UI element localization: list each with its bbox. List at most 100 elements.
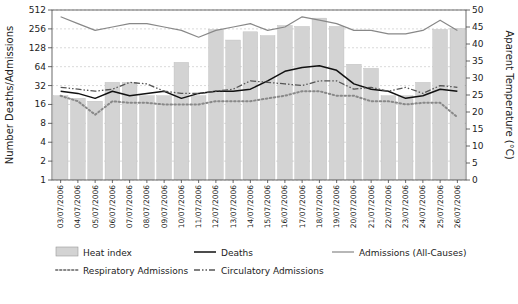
y2-tick-label: 45 bbox=[472, 22, 483, 32]
bar bbox=[209, 30, 224, 180]
x-tick bbox=[319, 180, 320, 183]
x-tick-label: 11/07/2006 bbox=[194, 185, 203, 228]
x-tick bbox=[302, 180, 303, 183]
line-series bbox=[61, 17, 458, 37]
y2-tick-label: 35 bbox=[472, 56, 483, 66]
x-tick-label: 24/07/2006 bbox=[418, 185, 427, 228]
x-tick-label: 26/07/2006 bbox=[453, 185, 462, 228]
x-tick bbox=[233, 180, 234, 183]
y2-tick bbox=[466, 163, 470, 164]
x-tick bbox=[250, 180, 251, 183]
x-tick bbox=[215, 180, 216, 183]
bar bbox=[278, 25, 293, 180]
x-tick bbox=[267, 180, 268, 183]
y-tick-label: 64 bbox=[35, 62, 47, 72]
bar bbox=[347, 64, 362, 180]
x-tick-label: 12/07/2006 bbox=[211, 185, 220, 228]
x-tick bbox=[388, 180, 389, 183]
y2-tick bbox=[466, 10, 470, 11]
plot-marks bbox=[53, 17, 464, 180]
x-tick-label: 22/07/2006 bbox=[384, 185, 393, 228]
legend-label: Admissions (All-Causes) bbox=[359, 248, 466, 258]
x-tick-label: 20/07/2006 bbox=[349, 185, 358, 228]
bar bbox=[71, 98, 86, 180]
bar bbox=[312, 18, 327, 180]
x-tick-label: 09/07/2006 bbox=[160, 185, 169, 228]
line-series bbox=[61, 66, 458, 99]
y-tick bbox=[48, 47, 52, 48]
x-tick-label: 16/07/2006 bbox=[280, 185, 289, 228]
x-tick bbox=[422, 180, 423, 183]
y-tick-label: 128 bbox=[29, 43, 46, 53]
legend-label: Deaths bbox=[221, 248, 253, 258]
x-tick bbox=[457, 180, 458, 183]
y2-tick bbox=[466, 61, 470, 62]
y-tick-label: 512 bbox=[29, 5, 46, 15]
y-tick bbox=[48, 85, 52, 86]
y2-tick bbox=[466, 112, 470, 113]
line-series bbox=[61, 91, 458, 117]
y-tick-label: 16 bbox=[35, 99, 47, 109]
bar bbox=[105, 82, 120, 180]
legend-label: Heat index bbox=[83, 248, 133, 258]
y-tick bbox=[48, 10, 52, 11]
y-tick bbox=[48, 66, 52, 67]
x-tick-label: 13/07/2006 bbox=[229, 185, 238, 228]
y-tick-label: 2 bbox=[40, 156, 46, 166]
bar bbox=[174, 62, 189, 180]
bar bbox=[122, 82, 137, 180]
x-tick-label: 04/07/2006 bbox=[73, 185, 82, 228]
bar bbox=[398, 96, 413, 180]
x-tick bbox=[198, 180, 199, 183]
x-tick bbox=[164, 180, 165, 183]
legend-swatch bbox=[332, 251, 354, 252]
bar bbox=[243, 32, 258, 180]
chart: 1248163264128256512051015202530354045500… bbox=[0, 0, 518, 304]
x-tick bbox=[371, 180, 372, 183]
x-tick bbox=[112, 180, 113, 183]
y-tick bbox=[48, 180, 52, 181]
grid-line bbox=[52, 47, 466, 48]
legend-swatch bbox=[194, 251, 216, 253]
grid-line bbox=[52, 66, 466, 67]
y2-tick bbox=[466, 44, 470, 45]
x-tick bbox=[129, 180, 130, 183]
bar bbox=[381, 96, 396, 180]
x-tick bbox=[336, 180, 337, 183]
legend-swatch bbox=[56, 269, 78, 271]
plot-frame bbox=[52, 10, 466, 180]
y2-tick-label: 40 bbox=[472, 39, 484, 49]
x-tick-label: 25/07/2006 bbox=[436, 185, 445, 228]
bar bbox=[295, 26, 310, 180]
x-tick-label: 03/07/2006 bbox=[56, 185, 65, 228]
legend-item: Deaths bbox=[194, 248, 253, 258]
y2-tick bbox=[466, 146, 470, 147]
bar bbox=[450, 28, 465, 180]
bar bbox=[260, 36, 275, 180]
x-tick bbox=[95, 180, 96, 183]
y2-tick-label: 0 bbox=[472, 175, 478, 185]
line-series bbox=[61, 81, 458, 94]
y-tick-label: 8 bbox=[40, 118, 46, 128]
x-tick-label: 07/07/2006 bbox=[125, 185, 134, 228]
y2-tick-label: 50 bbox=[472, 5, 484, 15]
legend-item: Heat index bbox=[56, 247, 133, 258]
y-tick bbox=[48, 123, 52, 124]
bar bbox=[433, 30, 448, 180]
y2-tick-label: 5 bbox=[472, 158, 478, 168]
legend-item: Admissions (All-Causes) bbox=[332, 248, 466, 258]
x-tick bbox=[353, 180, 354, 183]
x-tick-label: 05/07/2006 bbox=[91, 185, 100, 228]
y-axis-label: Number Deaths/Admissions bbox=[4, 26, 15, 165]
legend: Heat indexDeathsAdmissions (All-Causes)R… bbox=[56, 247, 466, 276]
y2-tick bbox=[466, 95, 470, 96]
y2-tick-label: 25 bbox=[472, 90, 483, 100]
legend-swatch bbox=[194, 269, 216, 270]
bar bbox=[53, 96, 68, 180]
bar bbox=[226, 40, 241, 180]
legend-label: Circulatory Admissions bbox=[221, 266, 324, 276]
bar-series bbox=[53, 18, 464, 180]
x-tick-label: 17/07/2006 bbox=[298, 185, 307, 228]
y-tick bbox=[48, 142, 52, 143]
bar bbox=[88, 101, 103, 180]
